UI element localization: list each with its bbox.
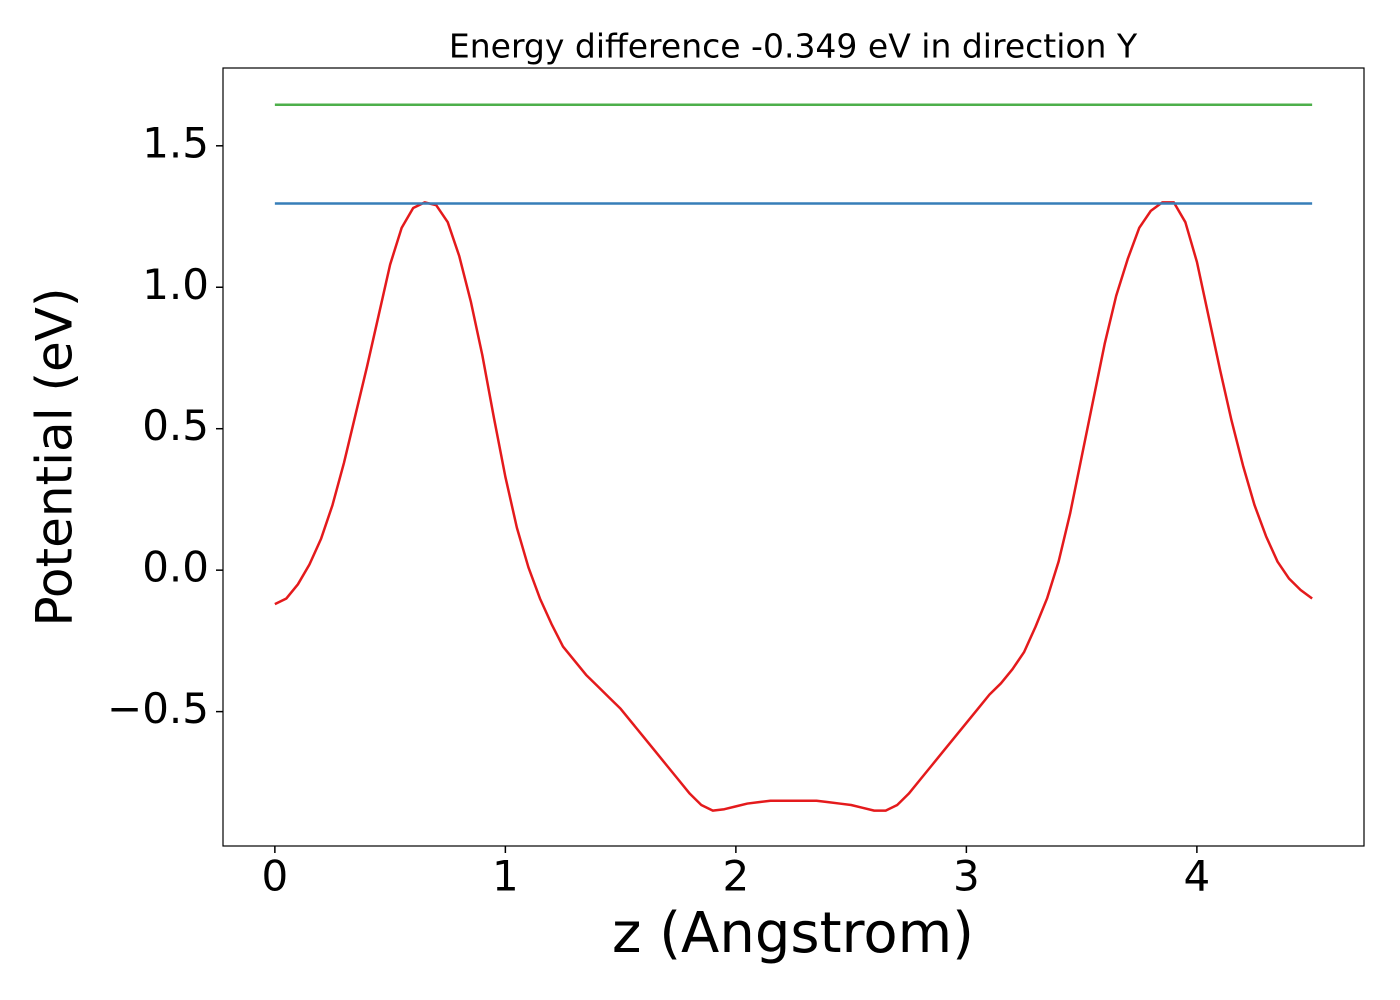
- y-tick-label: 1.5: [142, 118, 209, 167]
- y-axis-label: Potential (eV): [26, 288, 84, 627]
- x-tick-label: 2: [723, 852, 750, 901]
- x-tick-label: 1: [492, 852, 519, 901]
- y-tick-label: 1.0: [142, 260, 209, 309]
- chart-title: Energy difference -0.349 eV in direction…: [449, 27, 1138, 66]
- x-tick-label: 4: [1184, 852, 1211, 901]
- y-tick-label: 0.5: [142, 401, 209, 450]
- x-axis-label: z (Angstrom): [612, 901, 974, 966]
- x-tick-label: 0: [261, 852, 288, 901]
- plot-frame: [222, 67, 1365, 847]
- x-tick-label: 3: [953, 852, 980, 901]
- y-tick-label: 0.0: [142, 543, 209, 592]
- data-line: [274, 201, 1313, 812]
- y-tick-label: −0.5: [107, 684, 209, 733]
